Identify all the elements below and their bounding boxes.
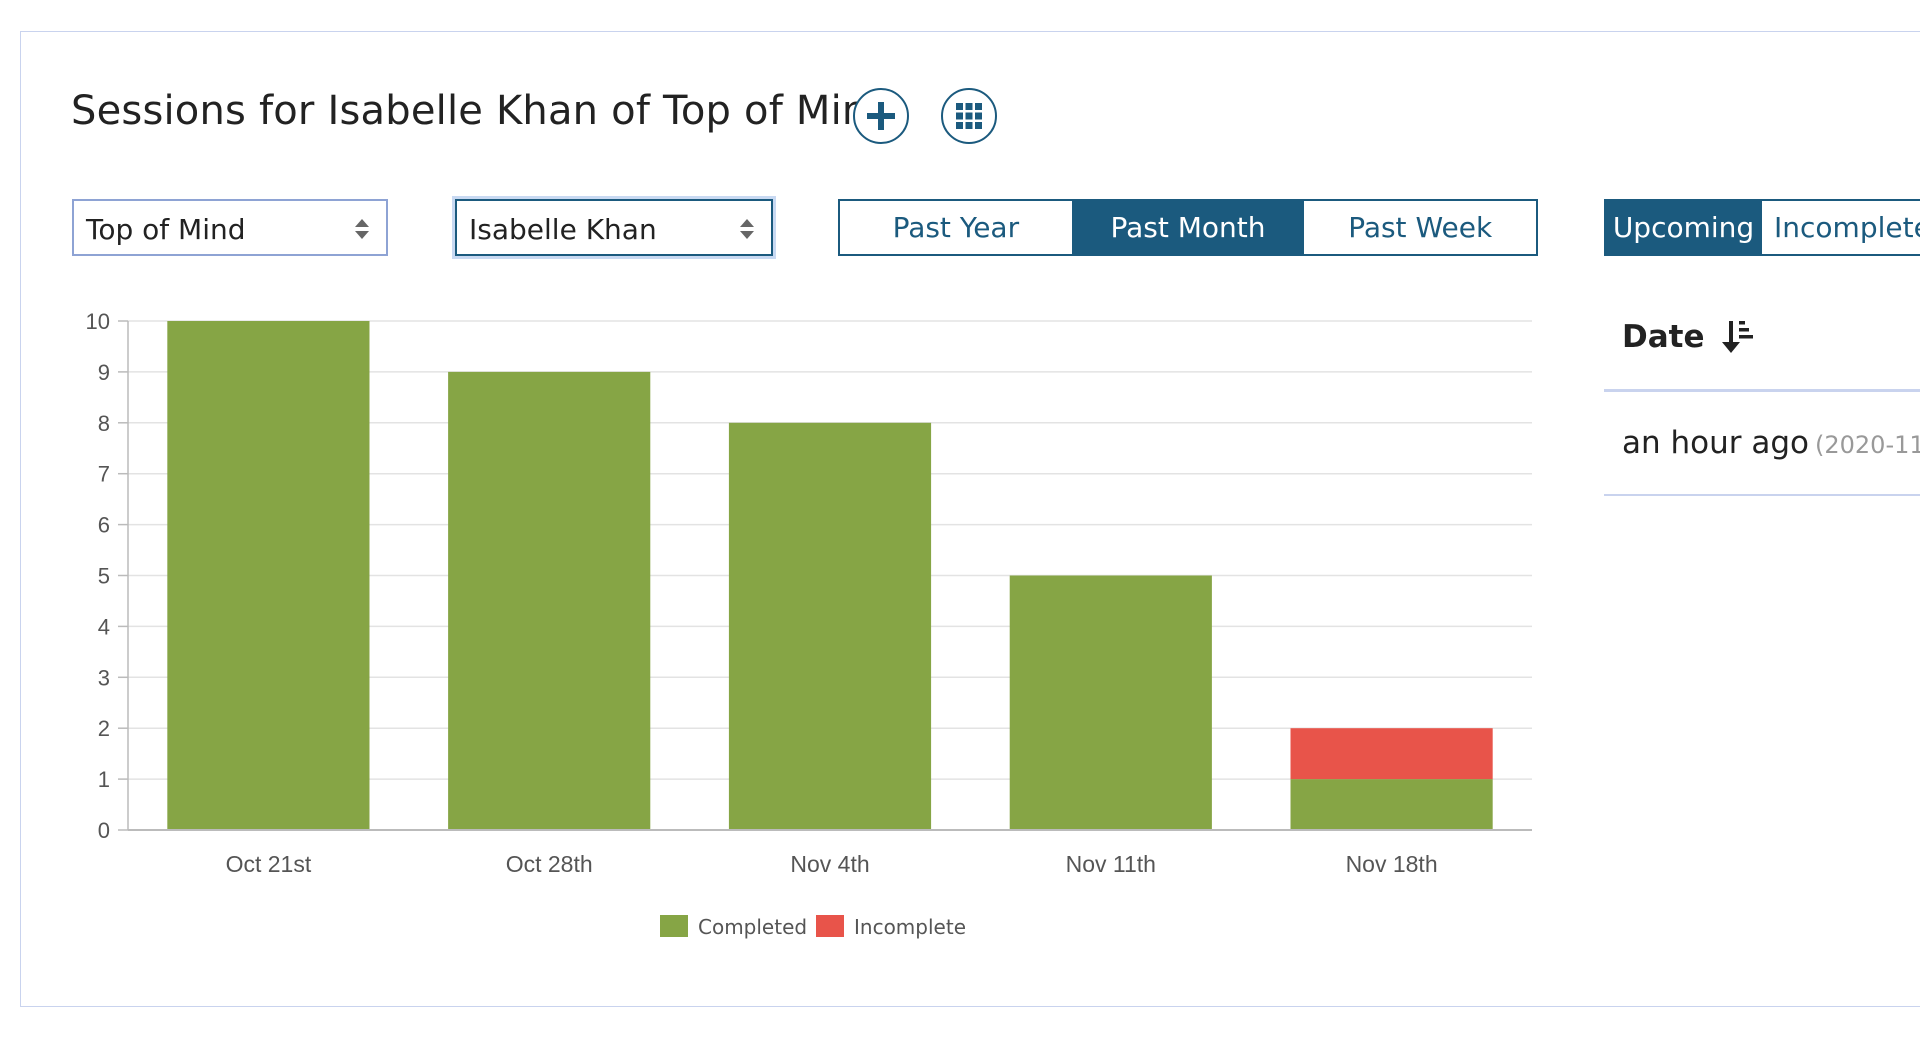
bar-completed[interactable] [1009, 575, 1212, 831]
y-tick-label: 7 [98, 462, 110, 487]
tab-past-month[interactable]: Past Month [1071, 201, 1304, 254]
y-tick-label: 0 [98, 818, 110, 843]
y-tick-label: 5 [98, 564, 110, 589]
organization-select-value: Top of Mind [86, 213, 246, 246]
session-timestamp: (2020-11-1 [1815, 431, 1920, 459]
x-tick-label: Nov 18th [1346, 851, 1438, 877]
chevron-up-down-icon [355, 219, 369, 239]
session-status-tabs: Upcoming Incomplete [1604, 199, 1920, 256]
tab-past-year[interactable]: Past Year [892, 211, 1020, 244]
add-session-button[interactable] [853, 88, 909, 144]
chevron-up-down-icon [740, 219, 754, 239]
table-row-divider [1604, 494, 1920, 496]
tab-past-week[interactable]: Past Week [1303, 201, 1536, 254]
y-tick-label: 1 [98, 767, 110, 792]
organization-select[interactable]: Top of Mind [72, 199, 388, 256]
y-tick-label: 9 [98, 360, 110, 385]
bar-completed[interactable] [448, 371, 651, 830]
bar-completed[interactable] [728, 422, 932, 830]
y-tick-label: 10 [86, 309, 110, 334]
y-tick-label: 6 [98, 513, 110, 538]
y-tick-label: 2 [98, 716, 110, 741]
x-tick-label: Nov 11th [1066, 851, 1156, 877]
person-select[interactable]: Isabelle Khan [455, 199, 773, 256]
person-select-value: Isabelle Khan [469, 213, 657, 246]
date-column-header[interactable]: Date [1622, 318, 1755, 356]
legend-swatch [660, 915, 688, 937]
tab-upcoming[interactable]: Upcoming [1606, 201, 1762, 254]
sessions-card [20, 31, 1920, 1007]
legend-label: Completed [698, 915, 807, 939]
table-row[interactable]: an hour ago(2020-11-1 [1622, 425, 1920, 461]
bar-completed[interactable] [1290, 779, 1493, 830]
x-tick-label: Oct 21st [226, 851, 312, 877]
y-tick-label: 4 [98, 614, 110, 639]
sort-descending-icon [1721, 321, 1753, 353]
page-title: Sessions for Isabelle Khan of Top of Min… [71, 88, 894, 134]
grid-view-button[interactable] [941, 88, 997, 144]
y-tick-label: 8 [98, 411, 110, 436]
bar-incomplete[interactable] [1290, 728, 1493, 780]
plus-icon [867, 102, 895, 130]
date-header-label: Date [1622, 319, 1705, 355]
legend-label: Incomplete [854, 915, 966, 939]
bar-completed[interactable] [167, 321, 370, 830]
legend-swatch [816, 915, 844, 937]
x-tick-label: Oct 28th [506, 851, 593, 877]
table-header-divider [1604, 389, 1920, 392]
legend-item-completed[interactable]: Completed [660, 915, 807, 939]
x-tick-label: Nov 4th [790, 851, 869, 877]
date-range-tabs: Past Year Past Month Past Week [838, 199, 1538, 256]
grid-icon [956, 103, 982, 129]
legend-item-incomplete[interactable]: Incomplete [816, 915, 966, 939]
sessions-bar-chart: 0 1 2 3 4 5 6 7 8 9 10 Oct 21st Oct 28th Nov 4th Nov 1… [86, 309, 1532, 939]
y-tick-label: 3 [98, 665, 110, 690]
session-relative-time: an hour ago [1622, 425, 1809, 461]
tab-incomplete[interactable]: Incomplete [1761, 201, 1920, 254]
